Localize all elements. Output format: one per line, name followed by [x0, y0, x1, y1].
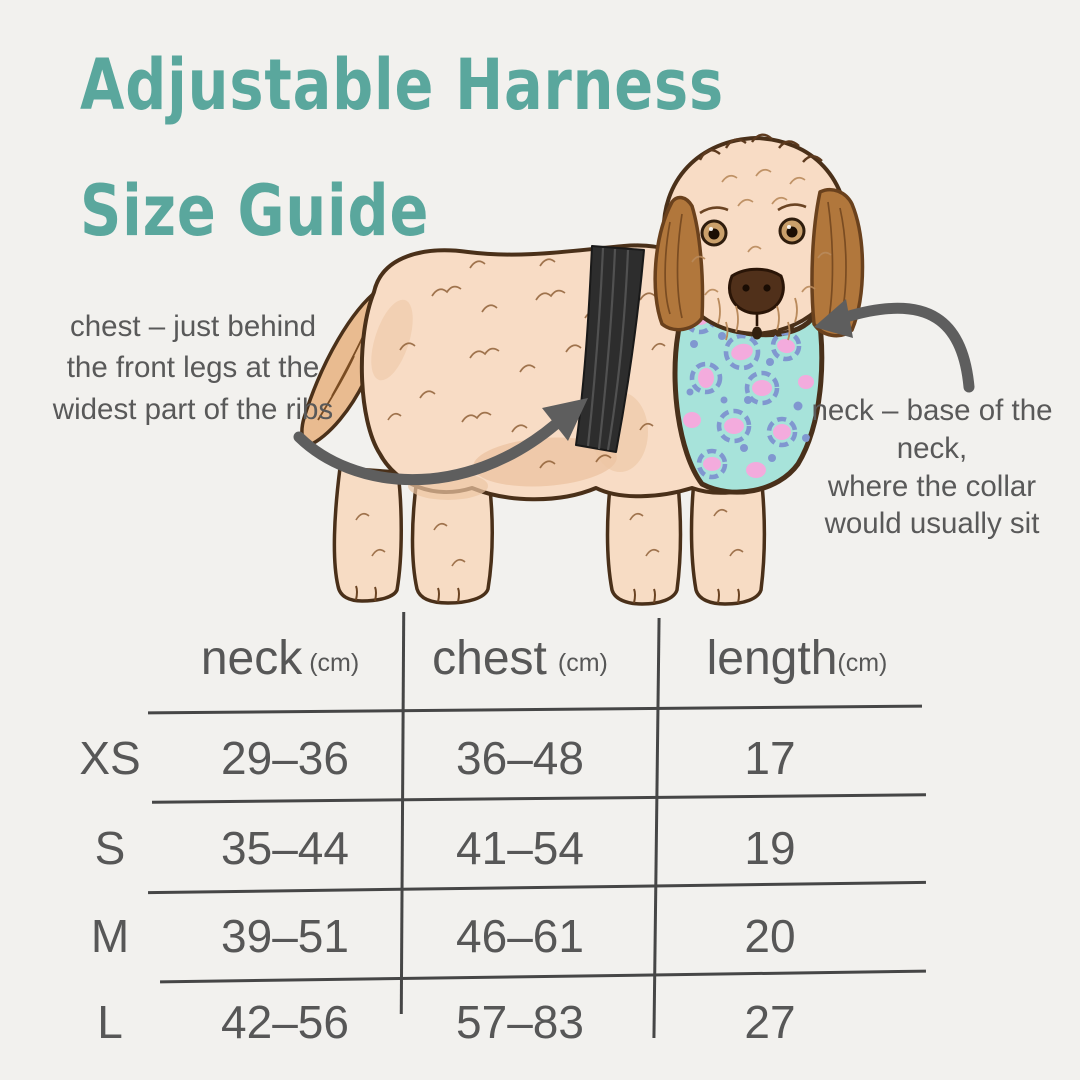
- neck-value: 39–51: [221, 910, 349, 962]
- column-label: chest: [432, 631, 547, 685]
- column-unit: (cm): [309, 648, 360, 677]
- neck-note-line: where the collar: [827, 469, 1037, 503]
- dog-legs: [332, 460, 767, 606]
- page-title-line1: Adjustable Harness: [80, 44, 725, 126]
- dog-eyes: [700, 217, 806, 247]
- length-value: 19: [744, 822, 796, 874]
- neck-measure-note: neck – base of the neck, where the colla…: [796, 392, 1068, 543]
- column-label: length: [706, 631, 838, 685]
- column-unit: (cm): [837, 648, 888, 677]
- length-value: 20: [744, 910, 796, 962]
- girth-strap: [575, 245, 645, 453]
- chest-arrow: [293, 398, 588, 486]
- size-label: S: [94, 822, 126, 874]
- chest-measure-note: chest – just behind the front legs at th…: [28, 306, 358, 430]
- chest-value: 36–48: [456, 732, 584, 784]
- chest-value: 41–54: [456, 822, 584, 874]
- length-value: 17: [744, 732, 796, 784]
- chest-note-line: the front legs at the: [66, 351, 320, 385]
- dog-ear-right: [810, 187, 865, 338]
- chest-value: 57–83: [456, 996, 584, 1048]
- neck-arrow: [814, 299, 975, 393]
- neck-value: 29–36: [221, 732, 349, 784]
- neck-note-line: would usually sit: [824, 507, 1040, 541]
- column-unit: (cm): [557, 648, 608, 677]
- size-label: L: [97, 996, 123, 1048]
- dog-nose: [728, 267, 785, 340]
- neck-note-line: neck – base of the: [811, 394, 1053, 427]
- chest-note-line: widest part of the ribs: [52, 392, 334, 426]
- dog-ear-left: [653, 195, 705, 332]
- neck-value: 42–56: [221, 996, 349, 1048]
- chest-value: 46–61: [456, 910, 584, 962]
- neck-note-line: neck,: [896, 431, 968, 465]
- neck-value: 35–44: [221, 822, 349, 874]
- column-header-neck: neck (cm): [168, 612, 392, 704]
- dog-head: [653, 133, 865, 341]
- chest-note-line: chest – just behind: [70, 310, 316, 343]
- size-label: M: [90, 910, 130, 962]
- size-label: XS: [79, 732, 141, 784]
- harness-bib: [672, 295, 825, 495]
- column-header-length: length (cm): [672, 612, 922, 704]
- length-value: 27: [744, 996, 796, 1048]
- leopard-dots: [686, 332, 810, 462]
- column-header-chest: chest (cm): [400, 612, 640, 704]
- column-label: neck: [200, 631, 303, 685]
- page-title-line2: Size Guide: [80, 170, 430, 252]
